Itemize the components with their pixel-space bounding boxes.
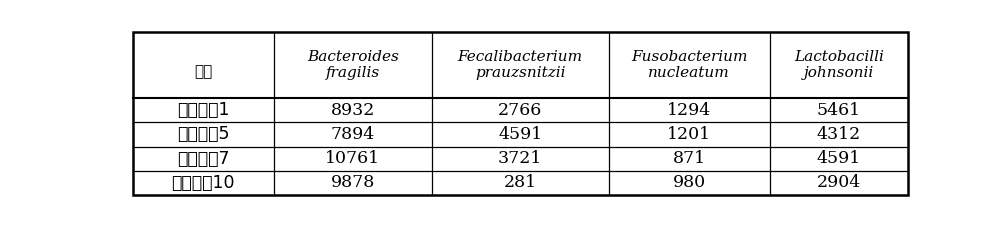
Text: 2904: 2904 bbox=[817, 174, 861, 191]
Text: Lactobacilli
johnsonii: Lactobacilli johnsonii bbox=[794, 50, 884, 80]
Text: 7894: 7894 bbox=[331, 126, 375, 143]
Text: Bacteroides
fragilis: Bacteroides fragilis bbox=[307, 50, 399, 80]
Text: 粪便样哈5: 粪便样哈5 bbox=[177, 126, 230, 144]
Text: 871: 871 bbox=[673, 150, 706, 167]
Text: 粪便样哈1: 粪便样哈1 bbox=[177, 101, 230, 119]
Text: 1201: 1201 bbox=[667, 126, 711, 143]
Text: 3721: 3721 bbox=[498, 150, 542, 167]
Text: 物种: 物种 bbox=[194, 65, 212, 80]
Text: 粪便样哈10: 粪便样哈10 bbox=[172, 174, 235, 192]
Text: 4312: 4312 bbox=[817, 126, 861, 143]
Text: 粪便样哈7: 粪便样哈7 bbox=[177, 150, 230, 168]
Text: Fecalibacterium
prauzsnitzii: Fecalibacterium prauzsnitzii bbox=[458, 50, 583, 80]
Text: Fusobacterium
nucleatum: Fusobacterium nucleatum bbox=[631, 50, 747, 80]
Text: 980: 980 bbox=[673, 174, 706, 191]
Text: 8932: 8932 bbox=[331, 102, 375, 119]
Text: 9878: 9878 bbox=[331, 174, 375, 191]
Text: 281: 281 bbox=[504, 174, 537, 191]
Text: 4591: 4591 bbox=[498, 126, 542, 143]
Text: 2766: 2766 bbox=[498, 102, 542, 119]
Text: 4591: 4591 bbox=[817, 150, 861, 167]
Text: 5461: 5461 bbox=[817, 102, 861, 119]
Text: 1294: 1294 bbox=[667, 102, 711, 119]
Text: 10761: 10761 bbox=[325, 150, 380, 167]
